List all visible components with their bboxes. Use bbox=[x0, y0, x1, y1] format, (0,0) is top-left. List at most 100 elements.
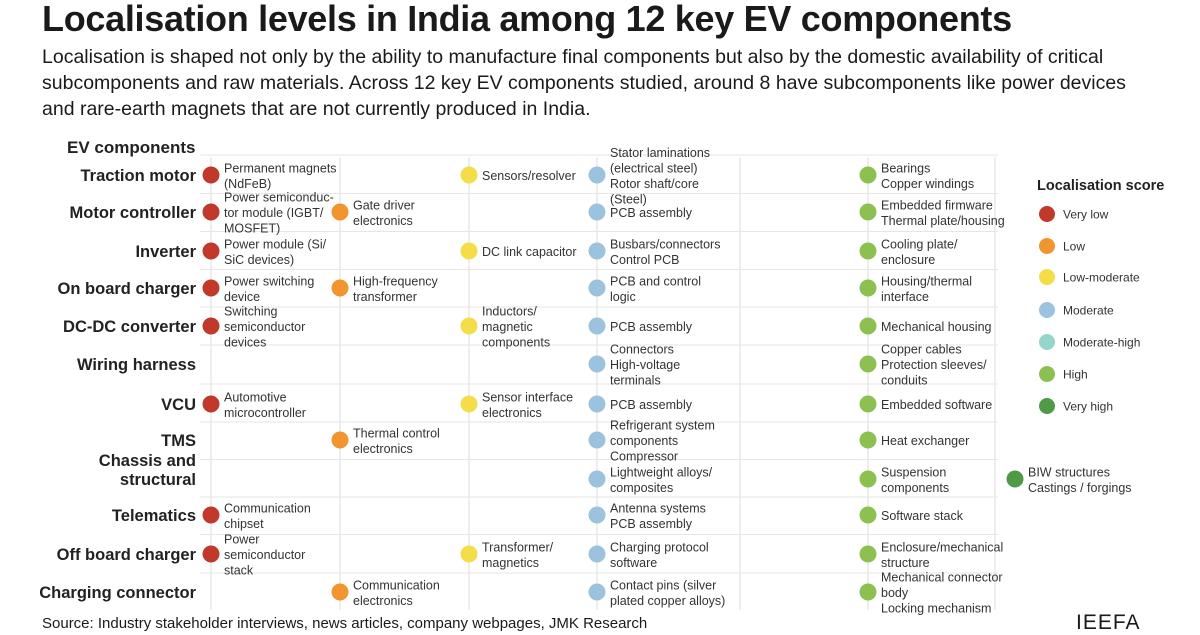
score-dot-h bbox=[859, 470, 877, 488]
subcomponent-label: logic bbox=[610, 290, 636, 304]
legend-label: Very high bbox=[1063, 400, 1113, 414]
subcomponent-label: Communication bbox=[224, 501, 311, 515]
subcomponent-label: enclosure bbox=[881, 253, 935, 267]
subcomponent-label: Rotor shaft/core bbox=[610, 177, 699, 191]
score-dot-m bbox=[588, 470, 606, 488]
score-dot-m bbox=[588, 431, 606, 449]
row-label: DC-DC converter bbox=[63, 318, 197, 336]
score-dot-vh bbox=[1006, 470, 1024, 488]
subcomponent-label: (electrical steel) bbox=[610, 161, 698, 175]
score-dot-h bbox=[859, 545, 877, 563]
subcomponent-label: Protection sleeves/ bbox=[881, 358, 987, 372]
subcomponent-label: Software stack bbox=[881, 509, 964, 523]
legend-swatch-h bbox=[1039, 366, 1055, 382]
row-label: On board charger bbox=[58, 280, 197, 298]
legend-swatch-vl bbox=[1039, 206, 1055, 222]
row-label: Inverter bbox=[135, 243, 196, 261]
subcomponent-label: Housing/thermal bbox=[881, 274, 972, 288]
score-dot-l bbox=[331, 203, 349, 221]
subcomponent-label: components bbox=[881, 481, 949, 495]
row-label: Charging connector bbox=[39, 584, 196, 602]
score-dot-m bbox=[588, 279, 606, 297]
subcomponent-label: conduits bbox=[881, 374, 928, 388]
score-dot-m bbox=[588, 506, 606, 524]
subcomponent-label: Antenna systems bbox=[610, 501, 706, 515]
score-dot-h bbox=[859, 506, 877, 524]
score-dot-h bbox=[859, 166, 877, 184]
chart-subtitle: Localisation is shaped not only by the a… bbox=[42, 46, 1126, 120]
subcomponent-label: Power bbox=[224, 533, 259, 547]
score-dot-m bbox=[588, 545, 606, 563]
subcomponent-label: electronics bbox=[353, 594, 413, 608]
subcomponent-label: Inductors/ bbox=[482, 305, 537, 319]
score-dot-m bbox=[588, 166, 606, 184]
subcomponent-label: DC link capacitor bbox=[482, 245, 576, 259]
subcomponent-label: PCB assembly bbox=[610, 517, 693, 531]
subcomponent-label: microcontroller bbox=[224, 406, 306, 420]
score-dot-vl bbox=[202, 166, 220, 184]
subcomponent-label: Mechanical connector bbox=[881, 571, 1003, 585]
score-dot-h bbox=[859, 203, 877, 221]
score-dot-lm bbox=[460, 166, 478, 184]
score-dot-h bbox=[859, 279, 877, 297]
subcomponent-label: Power switching bbox=[224, 274, 314, 288]
subcomponent-label: Switching bbox=[224, 305, 278, 319]
score-dot-m bbox=[588, 203, 606, 221]
subcomponent-label: stack bbox=[224, 564, 254, 578]
score-dot-vl bbox=[202, 317, 220, 335]
score-dot-lm bbox=[460, 242, 478, 260]
legend-label: High bbox=[1063, 368, 1088, 382]
score-dot-lm bbox=[460, 395, 478, 413]
legend-label: Low-moderate bbox=[1063, 271, 1140, 285]
subcomponent-label: High-voltage bbox=[610, 358, 680, 372]
legend-swatch-lm bbox=[1039, 269, 1055, 285]
subcomponent-label: Heat exchanger bbox=[881, 434, 969, 448]
score-dot-l bbox=[331, 431, 349, 449]
subcomponent-label: Sensors/resolver bbox=[482, 169, 576, 183]
subcomponent-label: (Steel) bbox=[610, 192, 647, 206]
subcomponent-label: components bbox=[610, 434, 678, 448]
subcomponent-label: Gate driver bbox=[353, 198, 415, 212]
subcomponent-label: Thermal plate/housing bbox=[881, 214, 1005, 228]
subcomponent-label: body bbox=[881, 586, 909, 600]
row-label: VCU bbox=[161, 396, 196, 414]
subcomponent-label: Mechanical housing bbox=[881, 320, 992, 334]
subcomponent-label: BIW structures bbox=[1028, 465, 1110, 479]
subcomponent-label: device bbox=[224, 290, 260, 304]
legend-swatch-l bbox=[1039, 238, 1055, 254]
subcomponent-label: Thermal control bbox=[353, 426, 440, 440]
score-dot-h bbox=[859, 317, 877, 335]
row-label: Chassis and bbox=[99, 452, 196, 470]
subcomponent-label: Enclosure/mechanical bbox=[881, 540, 1003, 554]
subcomponent-label: electronics bbox=[353, 442, 413, 456]
subcomponent-label: Locking mechanism bbox=[881, 602, 991, 616]
chart-title: Localisation levels in India among 12 ke… bbox=[42, 0, 1012, 39]
row-label: Off board charger bbox=[57, 546, 197, 564]
row-label: TMS bbox=[161, 432, 196, 450]
score-dot-lm bbox=[460, 317, 478, 335]
score-dot-vl bbox=[202, 203, 220, 221]
subcomponent-label: (NdFeB) bbox=[224, 177, 271, 191]
subcomponent-label: structure bbox=[881, 556, 930, 570]
score-dot-vl bbox=[202, 395, 220, 413]
subcomponent-label: Communication bbox=[353, 578, 440, 592]
subcomponent-label: Bearings bbox=[881, 161, 930, 175]
row-header: EV components bbox=[67, 138, 195, 157]
subcomponent-label: Permanent magnets bbox=[224, 161, 337, 175]
subcomponent-label: Power semiconduc- bbox=[224, 191, 334, 205]
legend-label: Moderate bbox=[1063, 304, 1114, 318]
row-label: structural bbox=[120, 471, 196, 489]
subcomponent-label: tor module (IGBT/ bbox=[224, 206, 324, 220]
subcomponent-label: PCB and control bbox=[610, 274, 701, 288]
subcomponent-label: Charging protocol bbox=[610, 540, 709, 554]
subcomponent-label: semiconductor bbox=[224, 548, 305, 562]
subcomponent-label: PCB assembly bbox=[610, 320, 693, 334]
subcomponent-label: Refrigerant system bbox=[610, 419, 715, 433]
subcomponent-label: electronics bbox=[353, 214, 413, 228]
subcomponent-label: Power module (Si/ bbox=[224, 237, 327, 251]
subcomponent-label: Control PCB bbox=[610, 253, 679, 267]
row-label: Traction motor bbox=[80, 167, 196, 185]
score-dot-h bbox=[859, 431, 877, 449]
brand-logo: IEEFA bbox=[1076, 611, 1141, 634]
